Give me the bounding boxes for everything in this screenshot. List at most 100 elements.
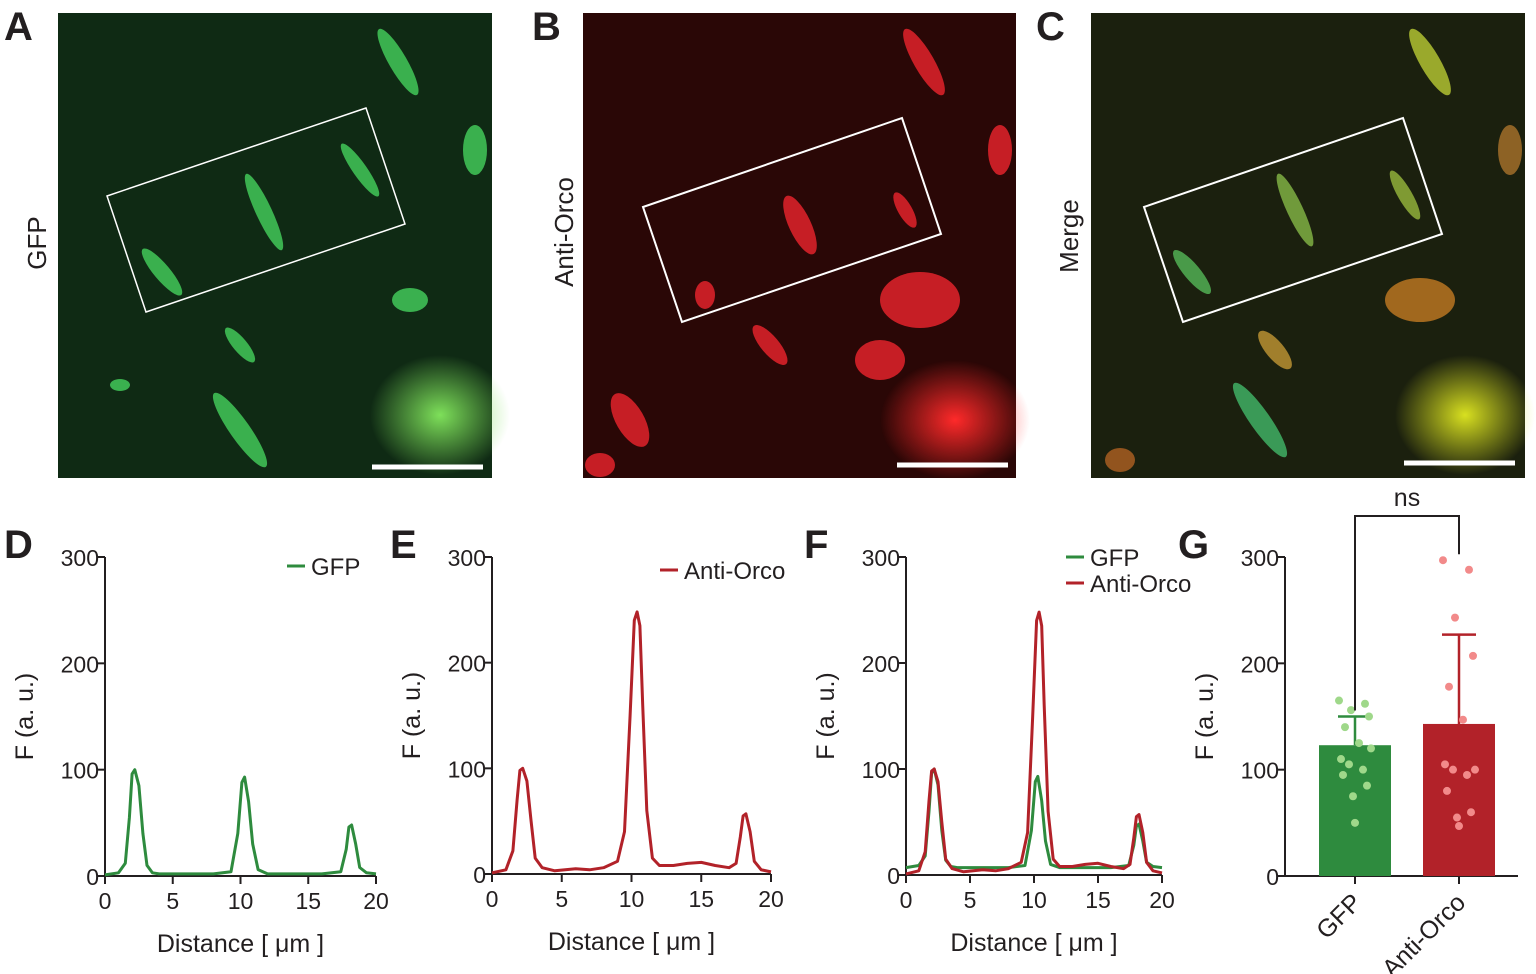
side-label-gfp: GFP [22, 216, 52, 269]
data-point [1465, 565, 1473, 574]
y-tick-label: 100 [862, 757, 900, 783]
series-line-anti-orco [905, 610, 1163, 876]
y-axis-title: F (a. u.) [812, 672, 840, 760]
chart-f-merged-profile: 0 100 200 300 0 5 10 15 20 Distance [ μm ] F (a. u… [812, 545, 1191, 957]
data-point [1339, 770, 1347, 779]
y-tick-label: 0 [86, 864, 99, 890]
x-tick-label: 15 [688, 886, 714, 912]
merge-bright-region [1395, 355, 1535, 475]
panel-b-micrograph [583, 13, 1030, 480]
x-tick-label: 5 [555, 886, 568, 912]
y-tick-label: 300 [61, 545, 99, 571]
x-tick-label: 15 [1085, 887, 1111, 913]
x-tick-label: 0 [900, 887, 913, 913]
data-point [1349, 792, 1357, 801]
data-point [1467, 808, 1475, 817]
y-tick-label: 100 [61, 758, 99, 784]
y-axis-title: F (a. u.) [11, 673, 39, 761]
panel-letter-a: A [4, 5, 33, 49]
data-point [1441, 760, 1449, 769]
x-tick-label: 10 [228, 888, 254, 914]
data-point [1463, 770, 1471, 779]
y-tick-label: 300 [448, 545, 486, 571]
data-point [1363, 781, 1371, 790]
x-axis-title: Distance [ μm ] [950, 929, 1117, 957]
roi-box [1142, 116, 1444, 324]
x-tick-label: 0 [486, 886, 499, 912]
x-tick-label: 0 [99, 888, 112, 914]
gfp-signal-structures [110, 28, 487, 468]
panel-letter-d: D [4, 523, 33, 567]
panel-a-micrograph [58, 13, 510, 478]
data-point [1449, 765, 1457, 774]
bar-gfp [1319, 745, 1391, 876]
x-tick-label: 20 [1149, 887, 1175, 913]
data-point [1341, 723, 1349, 732]
x-tick-label: 10 [1021, 887, 1047, 913]
significance-label: ns [1394, 484, 1420, 512]
x-axis-title: Distance [ μm ] [157, 930, 324, 958]
chart-d-gfp-profile: 0 100 200 300 0 5 10 15 20 Distance [ μm ] F (a. u… [11, 545, 389, 958]
data-point [1345, 760, 1353, 769]
significance-bracket [1354, 515, 1460, 711]
chart-e-anti-orco-profile: 0 100 200 300 0 5 10 15 20 Distance [ μm ] F (a. u… [398, 545, 785, 956]
legend-label: GFP [311, 554, 360, 581]
roi-box [641, 116, 943, 324]
panel-letter-b: B [532, 5, 561, 49]
y-tick-label: 300 [862, 545, 900, 571]
data-point [1359, 765, 1367, 774]
chart-g-bar-comparison: 0 100 200 300 F (a. u.) GFP Anti-Orco ns [1191, 484, 1518, 974]
x-tick-label: 20 [363, 888, 389, 914]
data-point [1347, 706, 1355, 715]
series-line-gfp [104, 768, 377, 877]
y-tick-label: 0 [1266, 864, 1279, 890]
x-tick-label: 10 [619, 886, 645, 912]
x-tick-label: 5 [964, 887, 977, 913]
data-point [1451, 613, 1459, 622]
data-point [1439, 556, 1447, 565]
legend-label: Anti-Orco [1090, 571, 1191, 598]
y-tick-label: 300 [1241, 545, 1279, 571]
data-point [1443, 786, 1451, 795]
y-tick-label: 200 [1241, 651, 1279, 677]
data-point [1471, 765, 1479, 774]
gfp-bright-region [370, 355, 510, 475]
side-label-merge: Merge [1054, 199, 1084, 273]
roi-box [106, 107, 406, 313]
panel-c-micrograph [1091, 13, 1535, 478]
panel-letter-e: E [390, 523, 417, 567]
y-tick-label: 100 [1241, 758, 1279, 784]
data-point [1459, 715, 1467, 724]
side-label-anti-orco: Anti-Orco [549, 177, 579, 287]
data-point [1469, 651, 1477, 660]
data-point [1445, 682, 1453, 691]
y-tick-label: 200 [862, 651, 900, 677]
data-point [1337, 755, 1345, 764]
legend-label: Anti-Orco [684, 558, 785, 585]
data-point [1455, 822, 1463, 831]
y-tick-label: 0 [473, 862, 486, 888]
bar-anti-orco [1423, 723, 1495, 876]
data-point [1453, 813, 1461, 822]
x-axis-title: Distance [ μm ] [548, 928, 715, 956]
y-tick-label: 200 [61, 651, 99, 677]
legend-label: GFP [1090, 545, 1139, 572]
x-category-label: GFP [1311, 888, 1367, 944]
series-line-anti-orco [491, 610, 772, 875]
orco-signal-structures [585, 28, 1012, 477]
x-category-label: Anti-Orco [1377, 888, 1471, 974]
data-point [1367, 744, 1375, 753]
merge-signal-structures [1105, 28, 1522, 472]
y-axis-title: F (a. u.) [398, 672, 426, 760]
panel-letter-c: C [1036, 5, 1065, 49]
y-axis-title: F (a. u.) [1191, 673, 1219, 761]
data-point [1355, 739, 1363, 748]
y-tick-label: 200 [448, 651, 486, 677]
data-point [1351, 818, 1359, 827]
x-tick-label: 15 [295, 888, 321, 914]
data-point [1361, 699, 1369, 708]
data-point [1365, 712, 1373, 721]
y-tick-label: 100 [448, 756, 486, 782]
panel-letter-f: F [804, 523, 828, 567]
